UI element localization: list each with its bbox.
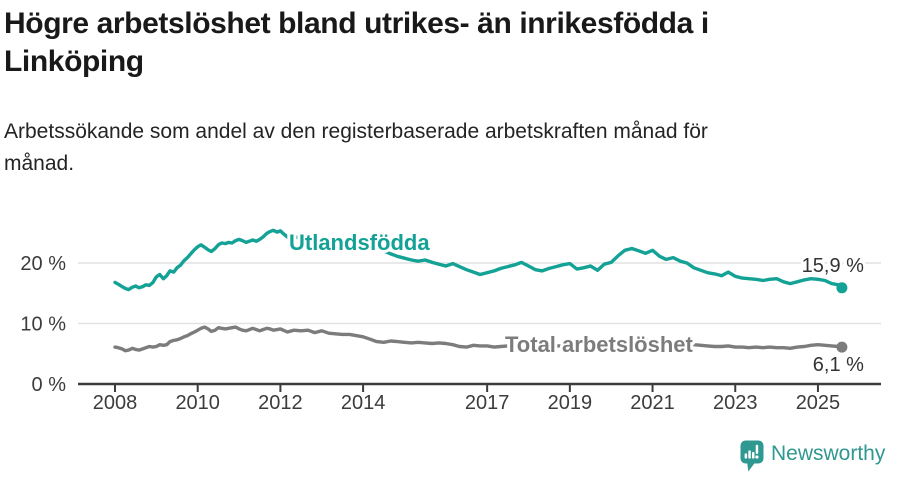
series-end-dot-0 bbox=[836, 282, 848, 294]
chart-subtitle: Arbetssökande som andel av den registerb… bbox=[4, 116, 864, 180]
page-title-line2: Linköping bbox=[4, 45, 144, 78]
x-tick-label: 2023 bbox=[713, 392, 758, 414]
x-tick-label: 2025 bbox=[796, 392, 841, 414]
x-tick-label: 2019 bbox=[548, 392, 593, 414]
y-tick-label: 0 % bbox=[32, 374, 67, 396]
end-value-label-1: 6,1 % bbox=[813, 354, 864, 376]
x-tick-label: 2014 bbox=[341, 392, 386, 414]
page-title: Högre arbetslöshet bland utrikes- än inr… bbox=[4, 5, 884, 81]
series-label-1: Total arbetslöshet bbox=[505, 332, 694, 357]
chart-subtitle-line2: månad. bbox=[4, 152, 75, 175]
series-line-0 bbox=[113, 228, 844, 292]
brand-name: Newsworthy bbox=[771, 442, 886, 465]
y-tick-label: 20 % bbox=[20, 253, 66, 275]
series-end-dot-1 bbox=[836, 341, 848, 353]
chart-subtitle-line1: Arbetssökande som andel av den registerb… bbox=[4, 120, 708, 143]
x-tick-label: 2008 bbox=[93, 392, 138, 414]
x-tick-label: 2021 bbox=[630, 392, 675, 414]
series-label-0: Utlandsfödda bbox=[289, 230, 430, 255]
x-tick-label: 2012 bbox=[258, 392, 303, 414]
newsworthy-pin-barchart-icon bbox=[740, 440, 764, 472]
y-tick-label: 10 % bbox=[20, 314, 66, 336]
series-line-1 bbox=[113, 325, 844, 353]
x-tick-label: 2017 bbox=[465, 392, 510, 414]
newsworthy-brand-link[interactable]: Newsworthy bbox=[740, 440, 885, 472]
x-tick-label: 2010 bbox=[175, 392, 220, 414]
page-title-line1: Högre arbetslöshet bland utrikes- än inr… bbox=[4, 7, 709, 40]
newsworthy-logo-icon bbox=[740, 440, 764, 477]
end-value-label-0: 15,9 % bbox=[802, 255, 864, 277]
